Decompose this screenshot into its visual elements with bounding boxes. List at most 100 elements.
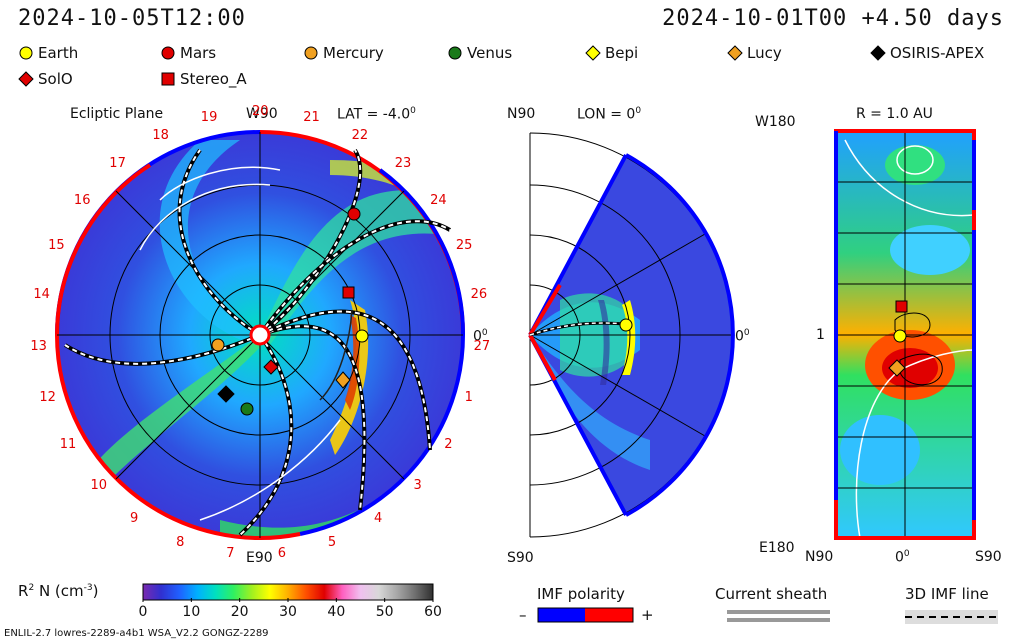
colorbar-tick: 0 [138, 604, 148, 620]
venus-marker [240, 402, 254, 416]
carrington-label: 1 [464, 389, 473, 405]
ecliptic-bottom-label: E90 [246, 550, 273, 566]
legend-item-osiris-apex: OSIRIS-APEX [870, 44, 984, 62]
carrington-label: 14 [33, 287, 50, 303]
legend-item-solo: SolO [18, 70, 73, 88]
timestamp-current: 2024-10-05T12:00 [18, 6, 246, 31]
carrington-label: 3 [413, 478, 422, 494]
map-earth-marker [893, 329, 907, 343]
ecliptic-top-label: W90 [246, 106, 278, 122]
map-left-tick: 1 [816, 327, 825, 343]
carrington-label: 4 [373, 511, 383, 527]
carrington-label: 13 [30, 338, 47, 354]
imf-plus-label: + [641, 606, 654, 624]
carrington-label: 25 [455, 238, 473, 254]
legend-label: Lucy [747, 44, 782, 62]
imf-minus-label: – [519, 606, 527, 624]
square-marker-icon [161, 72, 175, 86]
density-colorbar [142, 583, 434, 602]
carrington-label: 17 [109, 155, 126, 171]
carrington-label: 24 [430, 193, 447, 209]
carrington-label: 15 [48, 238, 65, 254]
meridional-top-label: N90 [507, 106, 536, 122]
meridional-bottom-label: S90 [507, 550, 534, 566]
carrington-label: 18 [152, 127, 169, 143]
legend-label: Mercury [323, 44, 384, 62]
map-lucy-marker [888, 359, 906, 377]
carrington-label: 10 [90, 478, 108, 494]
earth-marker [355, 329, 369, 343]
map-x-left: N90 [805, 549, 834, 565]
circle-marker-icon [448, 46, 462, 60]
meridional-panel [528, 132, 735, 538]
colorbar-tick: 20 [230, 604, 249, 620]
synoptic-map-panel [834, 129, 976, 540]
imf-polarity-bar [537, 607, 634, 623]
map-bottom-left-label: E180 [759, 540, 795, 556]
imf-polarity-label: IMF polarity [537, 585, 625, 603]
circle-marker-icon [161, 46, 175, 60]
carrington-label: 6 [277, 546, 287, 562]
legend-label: SolO [38, 70, 73, 88]
map-top-left-label: W180 [755, 114, 796, 130]
carrington-label: 19 [200, 109, 218, 125]
map-stereo-a-marker [895, 300, 908, 313]
ecliptic-title: Ecliptic Plane [70, 106, 164, 122]
colorbar-tick: 40 [327, 604, 346, 620]
carrington-label: 16 [73, 193, 91, 209]
meridional-lon-label: LON = 00 [577, 106, 642, 123]
diamond-marker-icon [870, 45, 886, 61]
circle-marker-icon [19, 46, 33, 60]
imf-line-label: 3D IMF line [905, 585, 989, 603]
diamond-marker-icon [585, 45, 601, 61]
map-grid [836, 131, 974, 538]
colorbar-tick: 10 [182, 604, 201, 620]
mars-marker [347, 207, 361, 221]
carrington-label: 27 [473, 338, 491, 354]
ecliptic-right-label: 00 [473, 328, 488, 345]
carrington-label: 2 [444, 437, 453, 452]
ecliptic-imf-lines [63, 148, 452, 537]
solo-marker [263, 359, 279, 375]
colorbar-tick: 60 [424, 604, 442, 620]
ecliptic-lat-label: LAT = -4.00 [337, 106, 416, 123]
map-radius-label: R = 1.0 AU [856, 106, 933, 122]
carrington-label: 20 [252, 104, 269, 119]
current-sheath-label: Current sheath [715, 585, 828, 603]
legend-label: Mars [180, 44, 217, 62]
legend-item-mercury: Mercury [303, 44, 384, 62]
meridional-right-label: 00 [735, 328, 750, 345]
meridional-earth-marker [619, 318, 633, 332]
legend-label: OSIRIS-APEX [890, 44, 985, 62]
stereo-a-marker [342, 286, 355, 299]
colorbar-label: R2 N (cm-3) [18, 582, 99, 600]
colorbar-tick: 50 [375, 604, 394, 620]
legend-item-bepi: Bepi [585, 44, 638, 62]
carrington-label: 11 [59, 437, 77, 452]
carrington-label: 23 [394, 155, 412, 171]
legend-label: Bepi [605, 44, 639, 62]
mercury-marker [211, 338, 225, 352]
lucy-marker [335, 371, 351, 389]
imf-line-sample [905, 610, 998, 624]
colorbar-tick: 30 [279, 604, 297, 620]
carrington-label: 21 [303, 109, 320, 125]
legend-item-stereo-a: Stereo_A [160, 70, 247, 88]
carrington-label: 5 [327, 534, 337, 550]
carrington-label: 8 [176, 534, 185, 550]
legend-item-lucy: Lucy [727, 44, 782, 62]
carrington-label: 9 [130, 511, 139, 527]
legend-item-mars: Mars [160, 44, 216, 62]
map-x-center: 00 [895, 549, 910, 566]
carrington-label: 7 [226, 546, 235, 562]
current-sheath-sample [727, 610, 830, 622]
legend-label: Venus [467, 44, 513, 62]
legend-item-venus: Venus [447, 44, 512, 62]
ecliptic-plane-panel [55, 130, 466, 540]
carrington-label: 22 [351, 127, 369, 143]
diamond-marker-icon [18, 71, 34, 87]
legend-item-earth: Earth [18, 44, 78, 62]
map-x-right: S90 [975, 549, 1002, 565]
timestamp-reference: 2024-10-01T00 +4.50 days [662, 6, 1004, 31]
carrington-label: 12 [39, 389, 56, 405]
